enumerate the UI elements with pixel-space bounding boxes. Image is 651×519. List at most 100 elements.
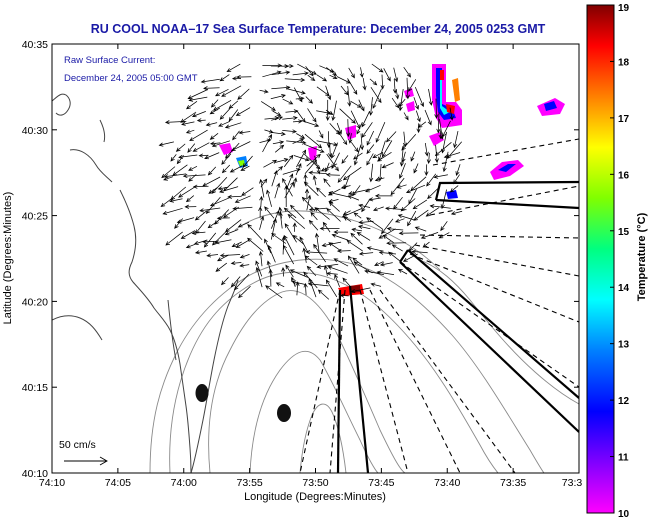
current-vector (169, 198, 183, 203)
current-vector (336, 129, 348, 146)
current-vector (342, 277, 352, 288)
current-vector (192, 184, 209, 189)
current-vector (379, 262, 393, 267)
current-vector (416, 123, 421, 134)
current-vector (315, 187, 326, 198)
current-vector (284, 185, 289, 207)
current-vector (285, 109, 299, 114)
x-tick-label: 73:35 (500, 477, 526, 489)
current-vector (255, 260, 263, 277)
current-vector (436, 112, 441, 134)
current-vector (369, 163, 374, 183)
current-vector (292, 119, 303, 124)
current-vector (283, 234, 295, 256)
current-vector (427, 188, 439, 200)
current-vector (372, 88, 382, 109)
current-vector (191, 111, 206, 118)
current-vector (303, 143, 325, 153)
colorbar-tick-label: 17 (618, 114, 630, 125)
current-vector (229, 165, 243, 173)
current-vector (200, 78, 220, 84)
current-vector (412, 199, 428, 210)
current-vector (408, 242, 418, 252)
current-vector (274, 144, 285, 153)
current-vector (259, 215, 265, 230)
current-vector (401, 133, 417, 151)
current-vector (180, 230, 196, 239)
current-vector (265, 285, 283, 299)
current-vector (323, 264, 328, 277)
current-vector (434, 98, 439, 119)
current-vector (405, 184, 426, 194)
x-tick-label: 73:50 (302, 477, 328, 489)
current-vector (350, 100, 362, 108)
current-vector (163, 173, 187, 179)
current-vector (398, 231, 419, 236)
current-vector (242, 155, 253, 168)
current-vector (289, 204, 305, 220)
current-vector (397, 214, 415, 221)
current-vector (372, 151, 384, 159)
x-axis-ticks: 74:10 74:05 74:00 73:55 73:50 73:45 73:40 73:35… (39, 44, 582, 489)
current-vector (358, 220, 374, 225)
current-vector (247, 223, 263, 240)
current-vector (366, 246, 384, 252)
current-vector (284, 77, 306, 82)
current-vector (414, 86, 424, 108)
colorbar-tick-label: 15 (618, 227, 630, 238)
current-vector (271, 131, 286, 136)
current-vector (304, 188, 310, 200)
current-vector (233, 273, 250, 291)
current-vector (325, 172, 340, 177)
current-vector (376, 151, 392, 162)
current-vector (165, 231, 183, 246)
colorbar-tick-label: 16 (618, 170, 630, 181)
current-vector (425, 207, 440, 217)
current-vector (368, 197, 381, 202)
current-vector (327, 265, 348, 274)
current-vector (347, 188, 371, 196)
current-vector (211, 229, 229, 246)
current-vector (185, 195, 195, 203)
current-vector (259, 89, 269, 94)
current-vector (282, 98, 294, 105)
current-vector (356, 121, 363, 135)
current-vector (374, 261, 384, 266)
current-vector (221, 85, 242, 97)
current-vector (210, 99, 219, 108)
current-vector (224, 122, 242, 129)
current-vector (391, 244, 403, 252)
current-vector (209, 133, 219, 140)
current-vector (403, 112, 409, 121)
current-vector (207, 166, 217, 176)
current-vector (383, 68, 391, 82)
current-vector (328, 242, 342, 252)
colorbar-tick-label: 14 (618, 283, 630, 294)
colorbar-tick-label: 11 (618, 453, 629, 464)
current-vector (413, 209, 429, 221)
current-vector (266, 189, 272, 207)
current-vector (234, 195, 251, 203)
current-vector (262, 134, 273, 153)
current-vector (209, 141, 221, 146)
x-tick-label: 73:55 (236, 477, 262, 489)
current-vector (328, 191, 351, 198)
current-vector (331, 100, 337, 122)
current-vector (185, 129, 195, 134)
y-tick-label: 40:15 (22, 382, 48, 394)
current-vector (308, 170, 327, 175)
current-vector (357, 224, 371, 230)
current-vector (328, 201, 340, 212)
current-vector (366, 153, 374, 166)
current-vector (396, 184, 407, 189)
current-vector (310, 211, 318, 221)
current-vector (274, 182, 281, 199)
current-vector (328, 198, 339, 203)
current-vector (303, 181, 319, 196)
current-vector (337, 165, 352, 183)
current-vector (365, 184, 381, 193)
current-vector (378, 228, 396, 239)
current-vector (316, 263, 339, 269)
current-vector (218, 120, 231, 127)
current-vector (287, 213, 306, 229)
